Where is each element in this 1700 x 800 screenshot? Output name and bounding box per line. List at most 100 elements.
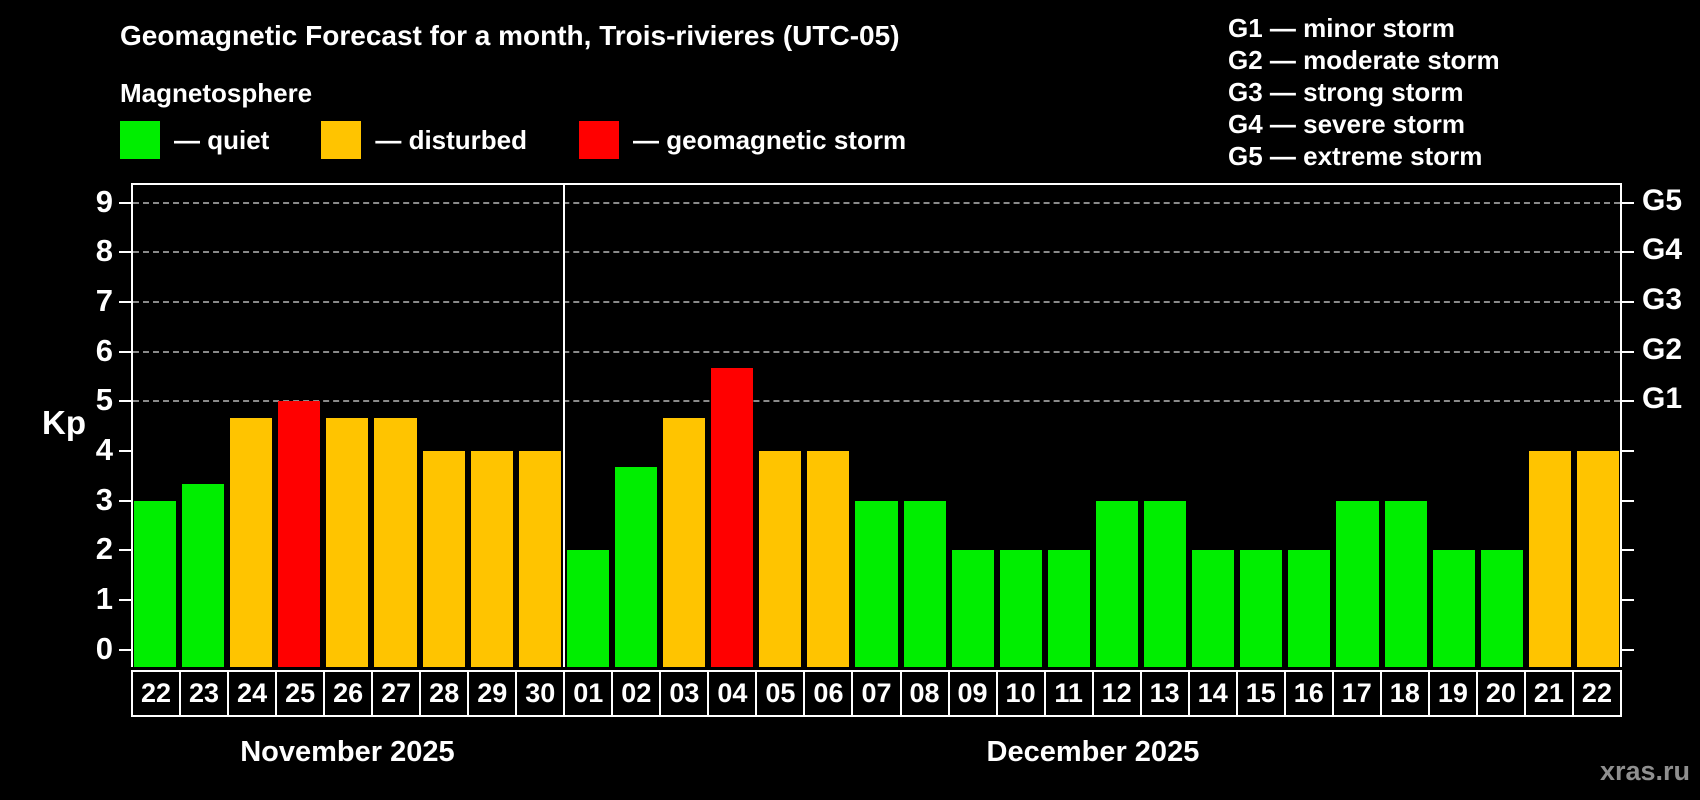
y-axis-tick-left-1 xyxy=(119,598,131,601)
day-label: 12 xyxy=(1091,670,1142,717)
kp-bar-month2-day-14 xyxy=(1192,550,1235,667)
kp-bar-month2-day-07 xyxy=(855,500,898,667)
y-tick-label-5: 5 xyxy=(95,382,113,418)
y-tick-label-4: 4 xyxy=(95,432,113,468)
y-tick-label-1: 1 xyxy=(95,580,113,616)
y-tick-label-6: 6 xyxy=(95,332,113,368)
watermark: xras.ru xyxy=(1599,756,1690,786)
legend-item-quiet: — quiet xyxy=(120,121,269,159)
y-axis-tick-right-0 xyxy=(1622,648,1634,651)
y-axis-tick-left-5 xyxy=(119,400,131,403)
day-label: 24 xyxy=(227,670,278,717)
day-label: 23 xyxy=(179,670,230,717)
kp-bar-month2-day-09 xyxy=(951,550,994,667)
y-tick-label-9: 9 xyxy=(95,183,113,219)
y-tick-label-2: 2 xyxy=(95,531,113,567)
month-label-december: December 2025 xyxy=(986,736,1200,768)
y-axis-tick-left-6 xyxy=(119,350,131,353)
y-axis-tick-left-0 xyxy=(119,648,131,651)
kp-bar-month2-day-16 xyxy=(1288,550,1331,667)
day-label: 27 xyxy=(371,670,422,717)
y-axis-tick-left-9 xyxy=(119,201,131,204)
kp-bar-month1-day-30 xyxy=(518,451,561,667)
quiet-color-swatch xyxy=(120,121,160,159)
kp-bar-month1-day-22 xyxy=(134,500,177,667)
right-axis-label-g1: G1 xyxy=(1642,382,1683,416)
kp-bar-month1-day-28 xyxy=(422,451,465,667)
kp-bar-month1-day-29 xyxy=(470,451,513,667)
g-scale-legend: G1 — minor storm G2 — moderate storm G3 … xyxy=(1228,12,1500,172)
kp-bar-month1-day-23 xyxy=(182,484,225,667)
day-label: 07 xyxy=(851,670,902,717)
y-axis-tick-right-8 xyxy=(1622,251,1634,254)
kp-bar-month2-day-05 xyxy=(759,451,802,667)
day-label: 22 xyxy=(131,670,182,717)
day-label: 06 xyxy=(803,670,854,717)
legend-label-quiet: — quiet xyxy=(174,124,270,155)
kp-bar-month2-day-10 xyxy=(999,550,1042,667)
kp-bar-month2-day-20 xyxy=(1480,550,1523,667)
day-label: 19 xyxy=(1427,670,1478,717)
y-axis-tick-right-3 xyxy=(1622,499,1634,502)
legend-label-storm: — geomagnetic storm xyxy=(633,124,907,155)
day-label: 26 xyxy=(323,670,374,717)
month-label-november: November 2025 xyxy=(240,736,455,768)
kp-bar-month2-day-17 xyxy=(1336,500,1379,667)
day-label: 02 xyxy=(611,670,662,717)
day-label: 09 xyxy=(947,670,998,717)
day-label: 08 xyxy=(899,670,950,717)
kp-bar-month2-day-02 xyxy=(614,467,658,667)
chart-subtitle: Magnetosphere xyxy=(120,78,313,108)
kp-bar-month2-day-18 xyxy=(1384,500,1427,667)
day-label-row: 22 23 24 25 26 27 28 29 30 01 02 03 04 05 06 07 08 09 10 11… xyxy=(131,670,1622,717)
kp-status-legend: — quiet — disturbed — geomagnetic storm xyxy=(120,121,906,159)
kp-bar-month1-day-26 xyxy=(326,417,369,667)
day-label: 11 xyxy=(1043,670,1094,717)
day-label: 29 xyxy=(467,670,518,717)
day-label: 30 xyxy=(515,670,566,717)
gridline-kp-7 xyxy=(133,301,1620,304)
month-divider xyxy=(562,183,565,667)
day-label: 10 xyxy=(995,670,1046,717)
right-axis-label-g3: G3 xyxy=(1642,283,1683,317)
y-axis-tick-right-1 xyxy=(1622,598,1634,601)
gridline-kp-9 xyxy=(133,201,1620,204)
right-axis-label-g4: G4 xyxy=(1642,233,1683,267)
y-axis-title: Kp xyxy=(42,404,86,442)
day-label: 14 xyxy=(1187,670,1238,717)
storm-color-swatch xyxy=(579,121,620,159)
y-axis-tick-right-4 xyxy=(1622,450,1634,453)
day-label: 15 xyxy=(1235,670,1286,717)
day-label: 22 xyxy=(1571,670,1622,717)
legend-item-storm: — geomagnetic storm xyxy=(579,121,906,159)
g-legend-g4: G4 — severe storm xyxy=(1228,109,1466,139)
kp-bar-month2-day-06 xyxy=(807,451,850,667)
y-axis-tick-left-8 xyxy=(119,251,131,254)
day-label: 20 xyxy=(1475,670,1526,717)
gridline-kp-5 xyxy=(133,400,1620,403)
g-legend-g2: G2 — moderate storm xyxy=(1228,45,1500,75)
gridline-kp-6 xyxy=(133,350,1620,353)
kp-bar-month2-day-04 xyxy=(711,368,754,667)
legend-item-disturbed: — disturbed xyxy=(321,121,527,159)
kp-bar-month2-day-21 xyxy=(1528,451,1571,667)
legend-label-disturbed: — disturbed xyxy=(375,124,528,155)
y-axis-tick-left-2 xyxy=(119,549,131,552)
kp-bar-month1-day-27 xyxy=(374,417,417,667)
y-axis-tick-right-6 xyxy=(1622,350,1634,353)
kp-bar-month2-day-19 xyxy=(1432,550,1475,667)
day-label: 13 xyxy=(1139,670,1190,717)
y-axis-tick-left-4 xyxy=(119,450,131,453)
day-label: 21 xyxy=(1523,670,1574,717)
chart-title: Geomagnetic Forecast for a month, Trois-… xyxy=(120,20,900,51)
gridline-kp-8 xyxy=(133,251,1620,254)
kp-bar-month2-day-12 xyxy=(1095,500,1139,667)
g-legend-g3: G3 — strong storm xyxy=(1228,77,1464,107)
kp-bar-month1-day-25 xyxy=(278,401,321,667)
kp-bar-month2-day-11 xyxy=(1047,550,1090,667)
y-axis-tick-right-2 xyxy=(1622,549,1634,552)
kp-bar-month2-day-08 xyxy=(903,500,946,667)
kp-bar-month2-day-13 xyxy=(1144,500,1187,667)
y-axis-tick-right-7 xyxy=(1622,301,1634,304)
